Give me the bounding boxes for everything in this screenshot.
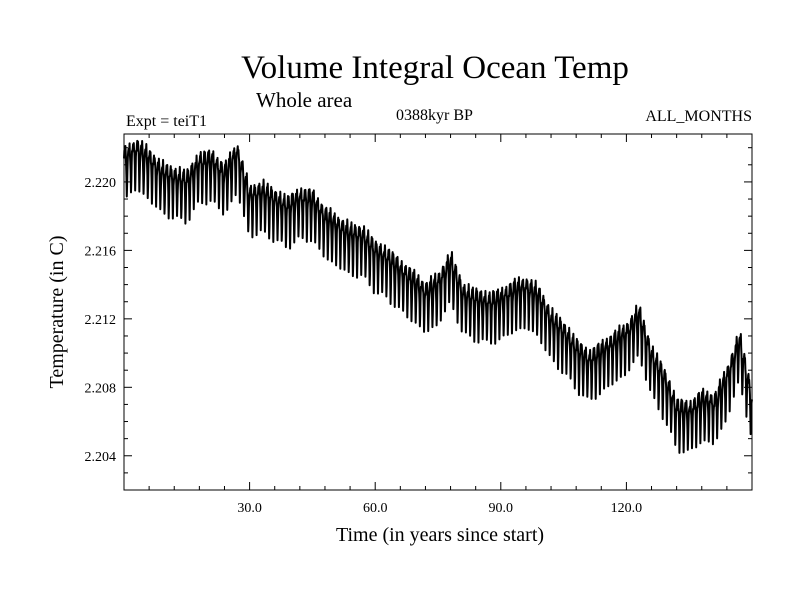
axis-labels: 30.0 60.0 90.0 120.0 2.204 2.208 2.212 2.216 2.2… [46, 176, 642, 546]
experiment-label: Expt = teiT1 [126, 113, 208, 130]
chart-title: Volume Integral Ocean Temp [241, 50, 629, 86]
chart-subtitle: Whole area [256, 88, 353, 112]
axis-ticks [124, 134, 752, 491]
x-tick-label: 30.0 [237, 501, 262, 516]
y-tick-label: 2.204 [85, 450, 117, 465]
y-axis-label: Temperature (in C) [46, 236, 68, 389]
x-tick-label: 120.0 [611, 501, 643, 516]
y-tick-label: 2.216 [85, 244, 117, 259]
epoch-label: 0388kyr BP [396, 107, 473, 124]
y-tick-label: 2.212 [85, 313, 117, 328]
plot-frame [123, 133, 753, 491]
y-tick-label: 2.208 [85, 381, 117, 396]
temperature-series-line [123, 139, 753, 454]
y-tick-label: 2.220 [85, 176, 117, 191]
x-tick-label: 90.0 [489, 501, 514, 516]
x-axis-label: Time (in years since start) [336, 524, 544, 546]
x-tick-label: 60.0 [363, 501, 388, 516]
season-label: ALL_MONTHS [645, 108, 752, 125]
